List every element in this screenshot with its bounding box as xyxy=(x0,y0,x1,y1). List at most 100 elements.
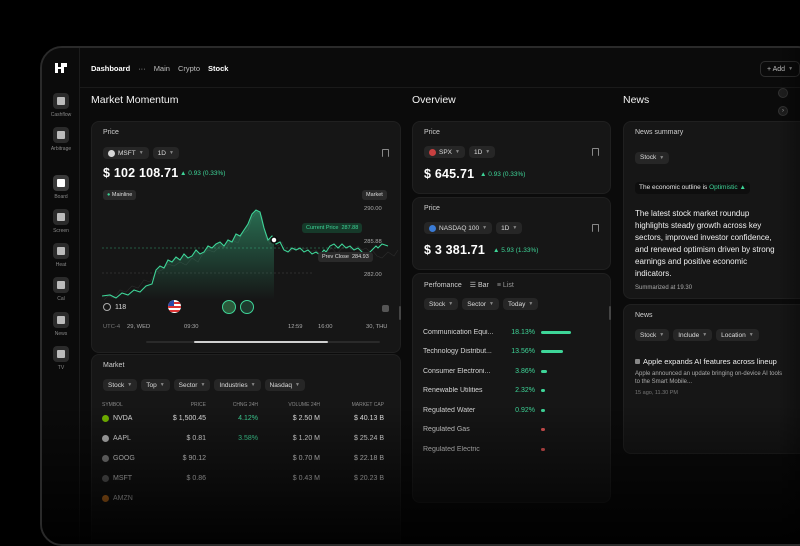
chevron-down-icon: ▼ xyxy=(127,382,133,388)
list-icon: ≡ xyxy=(496,281,503,289)
news-summary-title: News summary xyxy=(635,129,684,136)
sidebar-item-news[interactable]: News xyxy=(44,312,78,337)
alarm-count[interactable]: 118 xyxy=(103,303,126,311)
bookmark-icon[interactable] xyxy=(592,148,599,156)
bookmark-icon[interactable] xyxy=(382,149,389,157)
news-filter-stock[interactable]: Stock ▼ xyxy=(635,329,670,341)
filter-nasdaq[interactable]: Nasdaq ▼ xyxy=(264,379,305,391)
current-price: $ 102 108.71 xyxy=(103,166,179,180)
table-row[interactable]: GOOG $ 90.12 $ 0.70 M $ 22.18 B xyxy=(102,449,390,468)
chart-cursor-dot[interactable] xyxy=(270,236,278,244)
us-flag-icon[interactable] xyxy=(168,300,181,313)
performance-row[interactable]: Renewable Utilities 2.32% xyxy=(423,385,599,397)
tv-icon xyxy=(53,346,69,362)
info-icon[interactable] xyxy=(382,305,389,312)
news-item[interactable]: Apple expands AI features across lineup … xyxy=(635,357,785,398)
sidebar-item-screen[interactable]: Screen xyxy=(44,209,78,234)
col-price[interactable]: PRICE xyxy=(190,401,206,408)
scroll-up-button[interactable] xyxy=(778,88,788,98)
sector-name: Regulated Electric xyxy=(423,445,480,453)
filter-label: Include xyxy=(678,331,700,339)
table-row[interactable]: AAPL $ 0.81 3.58% $ 1.20 M $ 25.24 B xyxy=(102,429,390,448)
bar-view-toggle[interactable]: ☰ Bar xyxy=(470,281,489,289)
nav-stock[interactable]: Stock xyxy=(208,64,229,73)
market-toggle[interactable]: Market xyxy=(362,190,387,200)
performance-row[interactable]: Regulated Water 0.92% xyxy=(423,404,599,416)
performance-row[interactable]: Consumer Electroni... 3.86% xyxy=(423,365,599,377)
filter-today[interactable]: Today ▼ xyxy=(502,298,539,310)
nav-more-icon[interactable]: ··· xyxy=(138,64,146,73)
news-list-title: News xyxy=(635,312,653,319)
performance-row[interactable]: Regulated Electric xyxy=(423,443,599,455)
overview-nasdaq-card: Price NASDAQ 100 ▼ 1D ▼ $ 3 381.71 ▲ 5.93 … xyxy=(412,197,611,270)
col-change[interactable]: CHNG 24H xyxy=(232,401,258,408)
filter-industries[interactable]: Industries ▼ xyxy=(214,379,261,391)
price-chart xyxy=(102,209,399,300)
row-symbol: AAPL xyxy=(102,435,150,442)
nav-crypto[interactable]: Crypto xyxy=(177,64,201,73)
sector-name: Technology Distribut... xyxy=(423,348,492,355)
app-window: Cashflow Arbitrage Board Screen Heat Cal… xyxy=(40,46,800,546)
nav-main[interactable]: Main xyxy=(153,64,170,73)
range-select[interactable]: 1D ▼ xyxy=(152,147,179,159)
filter-sector[interactable]: Sector ▼ xyxy=(462,298,499,310)
panel-resize-handle[interactable] xyxy=(399,306,401,320)
range-select[interactable]: 1D ▼ xyxy=(496,222,523,234)
company-logo-icon xyxy=(102,415,109,422)
sidebar-item-heat[interactable]: Heat xyxy=(44,243,78,268)
filter-label: Location xyxy=(721,331,746,339)
app-logo-icon[interactable] xyxy=(54,62,68,76)
table-row[interactable]: MSFT $ 0.86 $ 0.43 M $ 20.23 B xyxy=(102,469,390,488)
col-volume[interactable]: VOLUME 24H xyxy=(288,401,320,408)
time-scrollbar[interactable] xyxy=(146,341,380,343)
panel-resize-handle[interactable] xyxy=(609,306,611,320)
nav-dashboard[interactable]: Dashboard xyxy=(91,64,131,73)
col-market-cap[interactable]: MARKET CAP xyxy=(351,401,384,408)
row-symbol: MSFT xyxy=(102,475,150,482)
row-change: 4.12% xyxy=(238,415,258,422)
market-table-card: Market Stock ▼ Top ▼ Sector ▼ Industries ▼ N… xyxy=(91,354,401,544)
event-marker-icon[interactable] xyxy=(222,300,236,314)
nasdaq-card-title: Price xyxy=(424,205,440,212)
filter-stock[interactable]: Stock ▼ xyxy=(103,379,138,391)
ticker-select[interactable]: NASDAQ 100 ▼ xyxy=(424,222,493,234)
filter-top[interactable]: Top ▼ xyxy=(141,379,170,391)
summary-timestamp: Summarized at 19.30 xyxy=(635,285,693,291)
performance-row[interactable]: Technology Distribut... 13.56% xyxy=(423,346,599,358)
y-tick-1: 285.88 xyxy=(364,239,382,245)
sidebar-item-arbitrage[interactable]: Arbitrage xyxy=(44,127,78,152)
nasdaq-change: ▲ 5.93 (1.33%) xyxy=(493,247,539,254)
news-filter-location[interactable]: Location ▼ xyxy=(716,329,759,341)
ticker-select[interactable]: SPX ▼ xyxy=(424,146,465,158)
sidebar-item-board[interactable]: Board xyxy=(44,175,78,200)
sidebar-item-cashflow[interactable]: Cashflow xyxy=(44,93,78,118)
ticker-select[interactable]: MSFT ▼ xyxy=(103,147,149,159)
performance-row[interactable]: Communication Equi... 18.13% xyxy=(423,326,599,338)
news-filter-stock[interactable]: Stock ▼ xyxy=(635,151,670,164)
chevron-right-icon[interactable]: › xyxy=(778,106,788,116)
filter-stock[interactable]: Stock ▼ xyxy=(424,298,459,310)
time-scrollbar-thumb[interactable] xyxy=(194,341,328,343)
mainline-toggle[interactable]: ● Mainline xyxy=(103,190,137,200)
section-title-overview: Overview xyxy=(412,94,456,106)
prev-close-value: 284.93 xyxy=(351,254,369,260)
news-filter-include[interactable]: Include ▼ xyxy=(673,329,713,341)
filter-sector[interactable]: Sector ▼ xyxy=(173,379,211,391)
col-symbol[interactable]: SYMBOL xyxy=(102,401,123,408)
table-row[interactable]: AMZN xyxy=(102,489,390,508)
table-row[interactable]: NVDA $ 1,500.45 4.12% $ 2.50 M $ 40.13 B xyxy=(102,409,390,428)
bookmark-icon[interactable] xyxy=(592,224,599,232)
screen-icon xyxy=(53,209,69,225)
list-view-toggle[interactable]: ≡ List xyxy=(497,282,514,289)
news-source-icon xyxy=(635,359,640,364)
row-price: $ 90.12 xyxy=(182,455,206,462)
event-marker-icon[interactable] xyxy=(240,300,254,314)
sidebar-item-tv[interactable]: TV xyxy=(44,346,78,371)
range-select[interactable]: 1D ▼ xyxy=(468,146,496,158)
bar-chart-icon: ☰ xyxy=(469,282,478,289)
performance-row[interactable]: Regulated Gas xyxy=(423,424,599,436)
add-button[interactable]: + Add ▼ xyxy=(760,61,800,77)
row-volume: $ 0.70 M xyxy=(292,455,320,462)
section-title-news: News xyxy=(623,94,650,106)
sidebar-item-cal[interactable]: Cal xyxy=(44,277,78,302)
